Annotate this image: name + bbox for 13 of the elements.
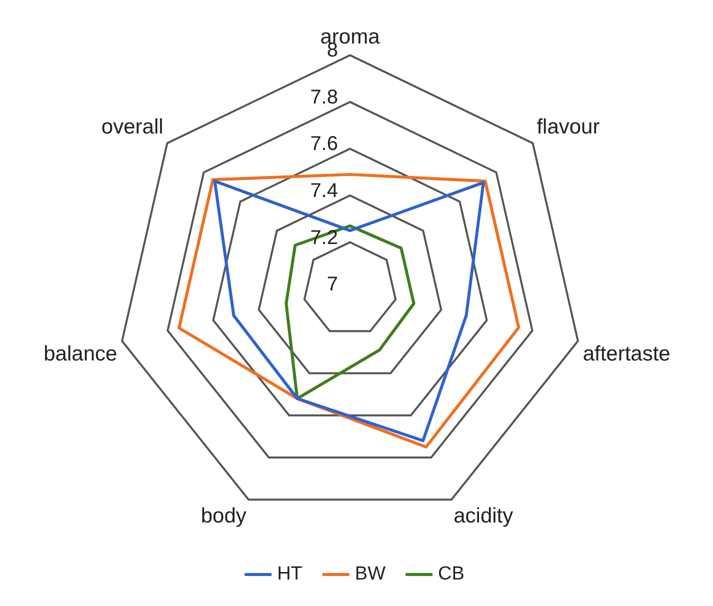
legend-label: HT bbox=[277, 564, 303, 585]
y-tick-label: 7.6 bbox=[310, 133, 338, 156]
y-tick-label: 7.4 bbox=[310, 180, 338, 202]
legend-label: BW bbox=[354, 564, 386, 585]
spoke-label: flavour bbox=[536, 115, 600, 138]
legend-label: CB bbox=[438, 564, 464, 585]
spoke-label: body bbox=[200, 504, 247, 528]
spoke-label: balance bbox=[44, 342, 118, 366]
y-tick-label: 7 bbox=[326, 274, 338, 296]
spoke-label: aftertaste bbox=[582, 342, 670, 366]
spoke-label: acidity bbox=[454, 504, 514, 528]
spoke-label: overall bbox=[101, 115, 164, 138]
y-tick-label: 7.8 bbox=[310, 86, 338, 108]
